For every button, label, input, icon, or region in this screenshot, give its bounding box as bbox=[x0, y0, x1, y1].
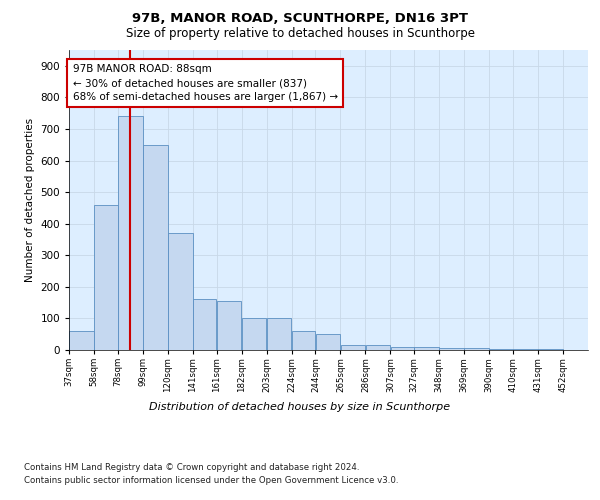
Bar bbox=[490, 349, 513, 350]
Bar bbox=[341, 346, 365, 350]
Bar bbox=[69, 331, 94, 350]
Bar bbox=[292, 331, 315, 350]
Bar bbox=[168, 233, 193, 350]
Bar bbox=[538, 349, 563, 350]
Bar bbox=[464, 348, 489, 350]
Y-axis label: Number of detached properties: Number of detached properties bbox=[25, 118, 35, 282]
Bar bbox=[118, 116, 143, 350]
Text: 97B, MANOR ROAD, SCUNTHORPE, DN16 3PT: 97B, MANOR ROAD, SCUNTHORPE, DN16 3PT bbox=[132, 12, 468, 26]
Bar bbox=[193, 300, 217, 350]
Text: Distribution of detached houses by size in Scunthorpe: Distribution of detached houses by size … bbox=[149, 402, 451, 412]
Bar bbox=[391, 347, 414, 350]
Bar bbox=[439, 348, 464, 350]
Bar bbox=[267, 318, 292, 350]
Bar bbox=[316, 334, 340, 350]
Bar bbox=[242, 318, 266, 350]
Text: Size of property relative to detached houses in Scunthorpe: Size of property relative to detached ho… bbox=[125, 28, 475, 40]
Bar bbox=[94, 204, 118, 350]
Bar bbox=[513, 349, 538, 350]
Bar bbox=[143, 144, 167, 350]
Text: Contains public sector information licensed under the Open Government Licence v3: Contains public sector information licen… bbox=[24, 476, 398, 485]
Bar bbox=[365, 346, 390, 350]
Bar bbox=[415, 347, 439, 350]
Text: Contains HM Land Registry data © Crown copyright and database right 2024.: Contains HM Land Registry data © Crown c… bbox=[24, 462, 359, 471]
Bar bbox=[217, 301, 241, 350]
Text: 97B MANOR ROAD: 88sqm
← 30% of detached houses are smaller (837)
68% of semi-det: 97B MANOR ROAD: 88sqm ← 30% of detached … bbox=[73, 64, 338, 102]
